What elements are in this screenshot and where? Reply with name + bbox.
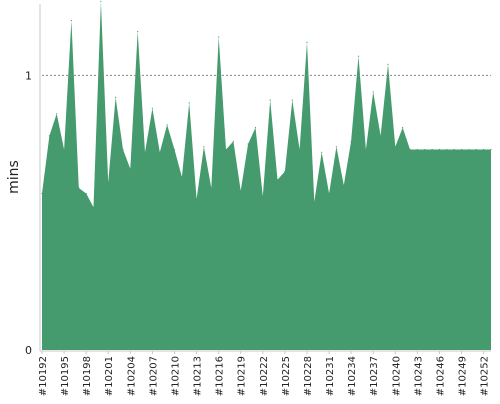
data-point [181, 176, 183, 178]
data-point [41, 192, 43, 195]
data-point [380, 135, 382, 137]
data-point [431, 148, 433, 151]
data-point [159, 151, 161, 153]
data-point [100, 0, 102, 2]
x-tick-label: #10252 [480, 356, 491, 396]
data-point [173, 148, 176, 151]
data-point [210, 187, 212, 189]
data-point [335, 146, 337, 148]
data-point [166, 124, 168, 126]
data-point [70, 19, 72, 22]
data-point [365, 148, 367, 151]
x-tick-label: #10222 [259, 356, 270, 396]
x-tick-label: #10228 [303, 356, 314, 396]
data-point [63, 148, 65, 151]
data-point [144, 151, 146, 153]
data-point [343, 184, 345, 186]
data-point [468, 148, 470, 151]
x-tick-label: #10240 [391, 356, 402, 396]
x-tick-label: #10231 [325, 356, 336, 396]
y-tick-label: 0 [25, 344, 32, 357]
x-tick-label: #10198 [82, 356, 93, 396]
x-tick-label: #10195 [60, 356, 71, 396]
data-point [306, 41, 308, 44]
data-point [475, 148, 477, 151]
x-tick-label: #10201 [104, 356, 115, 396]
data-point [321, 151, 323, 153]
data-point [137, 30, 139, 33]
x-tick-label: #10243 [413, 356, 424, 396]
data-point [483, 148, 485, 151]
data-point [416, 148, 418, 151]
data-point [446, 148, 448, 151]
data-point [85, 192, 87, 195]
data-point [350, 140, 352, 142]
data-point [424, 148, 426, 151]
x-tick-label: #10213 [193, 356, 204, 396]
x-tick-label: #10207 [148, 356, 159, 396]
data-point [284, 170, 286, 173]
data-point [107, 181, 109, 184]
data-point [461, 148, 463, 151]
data-point [203, 146, 205, 148]
data-point [291, 99, 293, 101]
data-point [453, 148, 455, 151]
data-point [48, 135, 51, 137]
x-tick-label: #10210 [170, 356, 181, 396]
data-point [387, 63, 389, 65]
data-point [151, 107, 153, 109]
data-point [129, 168, 131, 170]
data-point [247, 143, 249, 145]
data-point [299, 148, 301, 151]
y-axis-title: mins [6, 160, 22, 194]
data-point [402, 127, 404, 129]
x-tick-label: #10249 [458, 356, 469, 396]
data-point [262, 195, 264, 197]
x-tick-label: #10192 [38, 356, 49, 396]
x-tick-label: #10246 [435, 356, 446, 396]
data-point [232, 140, 234, 142]
data-point [196, 198, 198, 200]
x-tick-label: #10225 [281, 356, 292, 396]
data-point [240, 190, 242, 192]
data-point [313, 201, 315, 203]
data-point [218, 36, 220, 38]
data-point [328, 192, 330, 195]
data-point [372, 91, 374, 93]
data-point [122, 148, 124, 151]
data-point [394, 146, 396, 148]
x-tick-label: #10234 [347, 356, 358, 396]
data-point [225, 148, 227, 151]
data-point [188, 102, 190, 104]
area-series [42, 1, 491, 351]
data-point [56, 113, 58, 115]
data-point [357, 55, 360, 57]
x-tick-label: #10204 [126, 356, 137, 396]
x-tick-label: #10216 [215, 356, 226, 396]
data-point [115, 96, 117, 98]
y-tick-label: 1 [25, 69, 32, 82]
data-point [409, 148, 411, 151]
x-tick-label: #10237 [369, 356, 380, 396]
data-point [92, 206, 95, 208]
data-point [490, 148, 492, 151]
data-point [269, 99, 271, 101]
data-point [254, 127, 257, 129]
data-point [78, 187, 80, 189]
data-point [438, 148, 441, 151]
x-tick-label: #10219 [237, 356, 248, 396]
data-point [276, 179, 279, 181]
